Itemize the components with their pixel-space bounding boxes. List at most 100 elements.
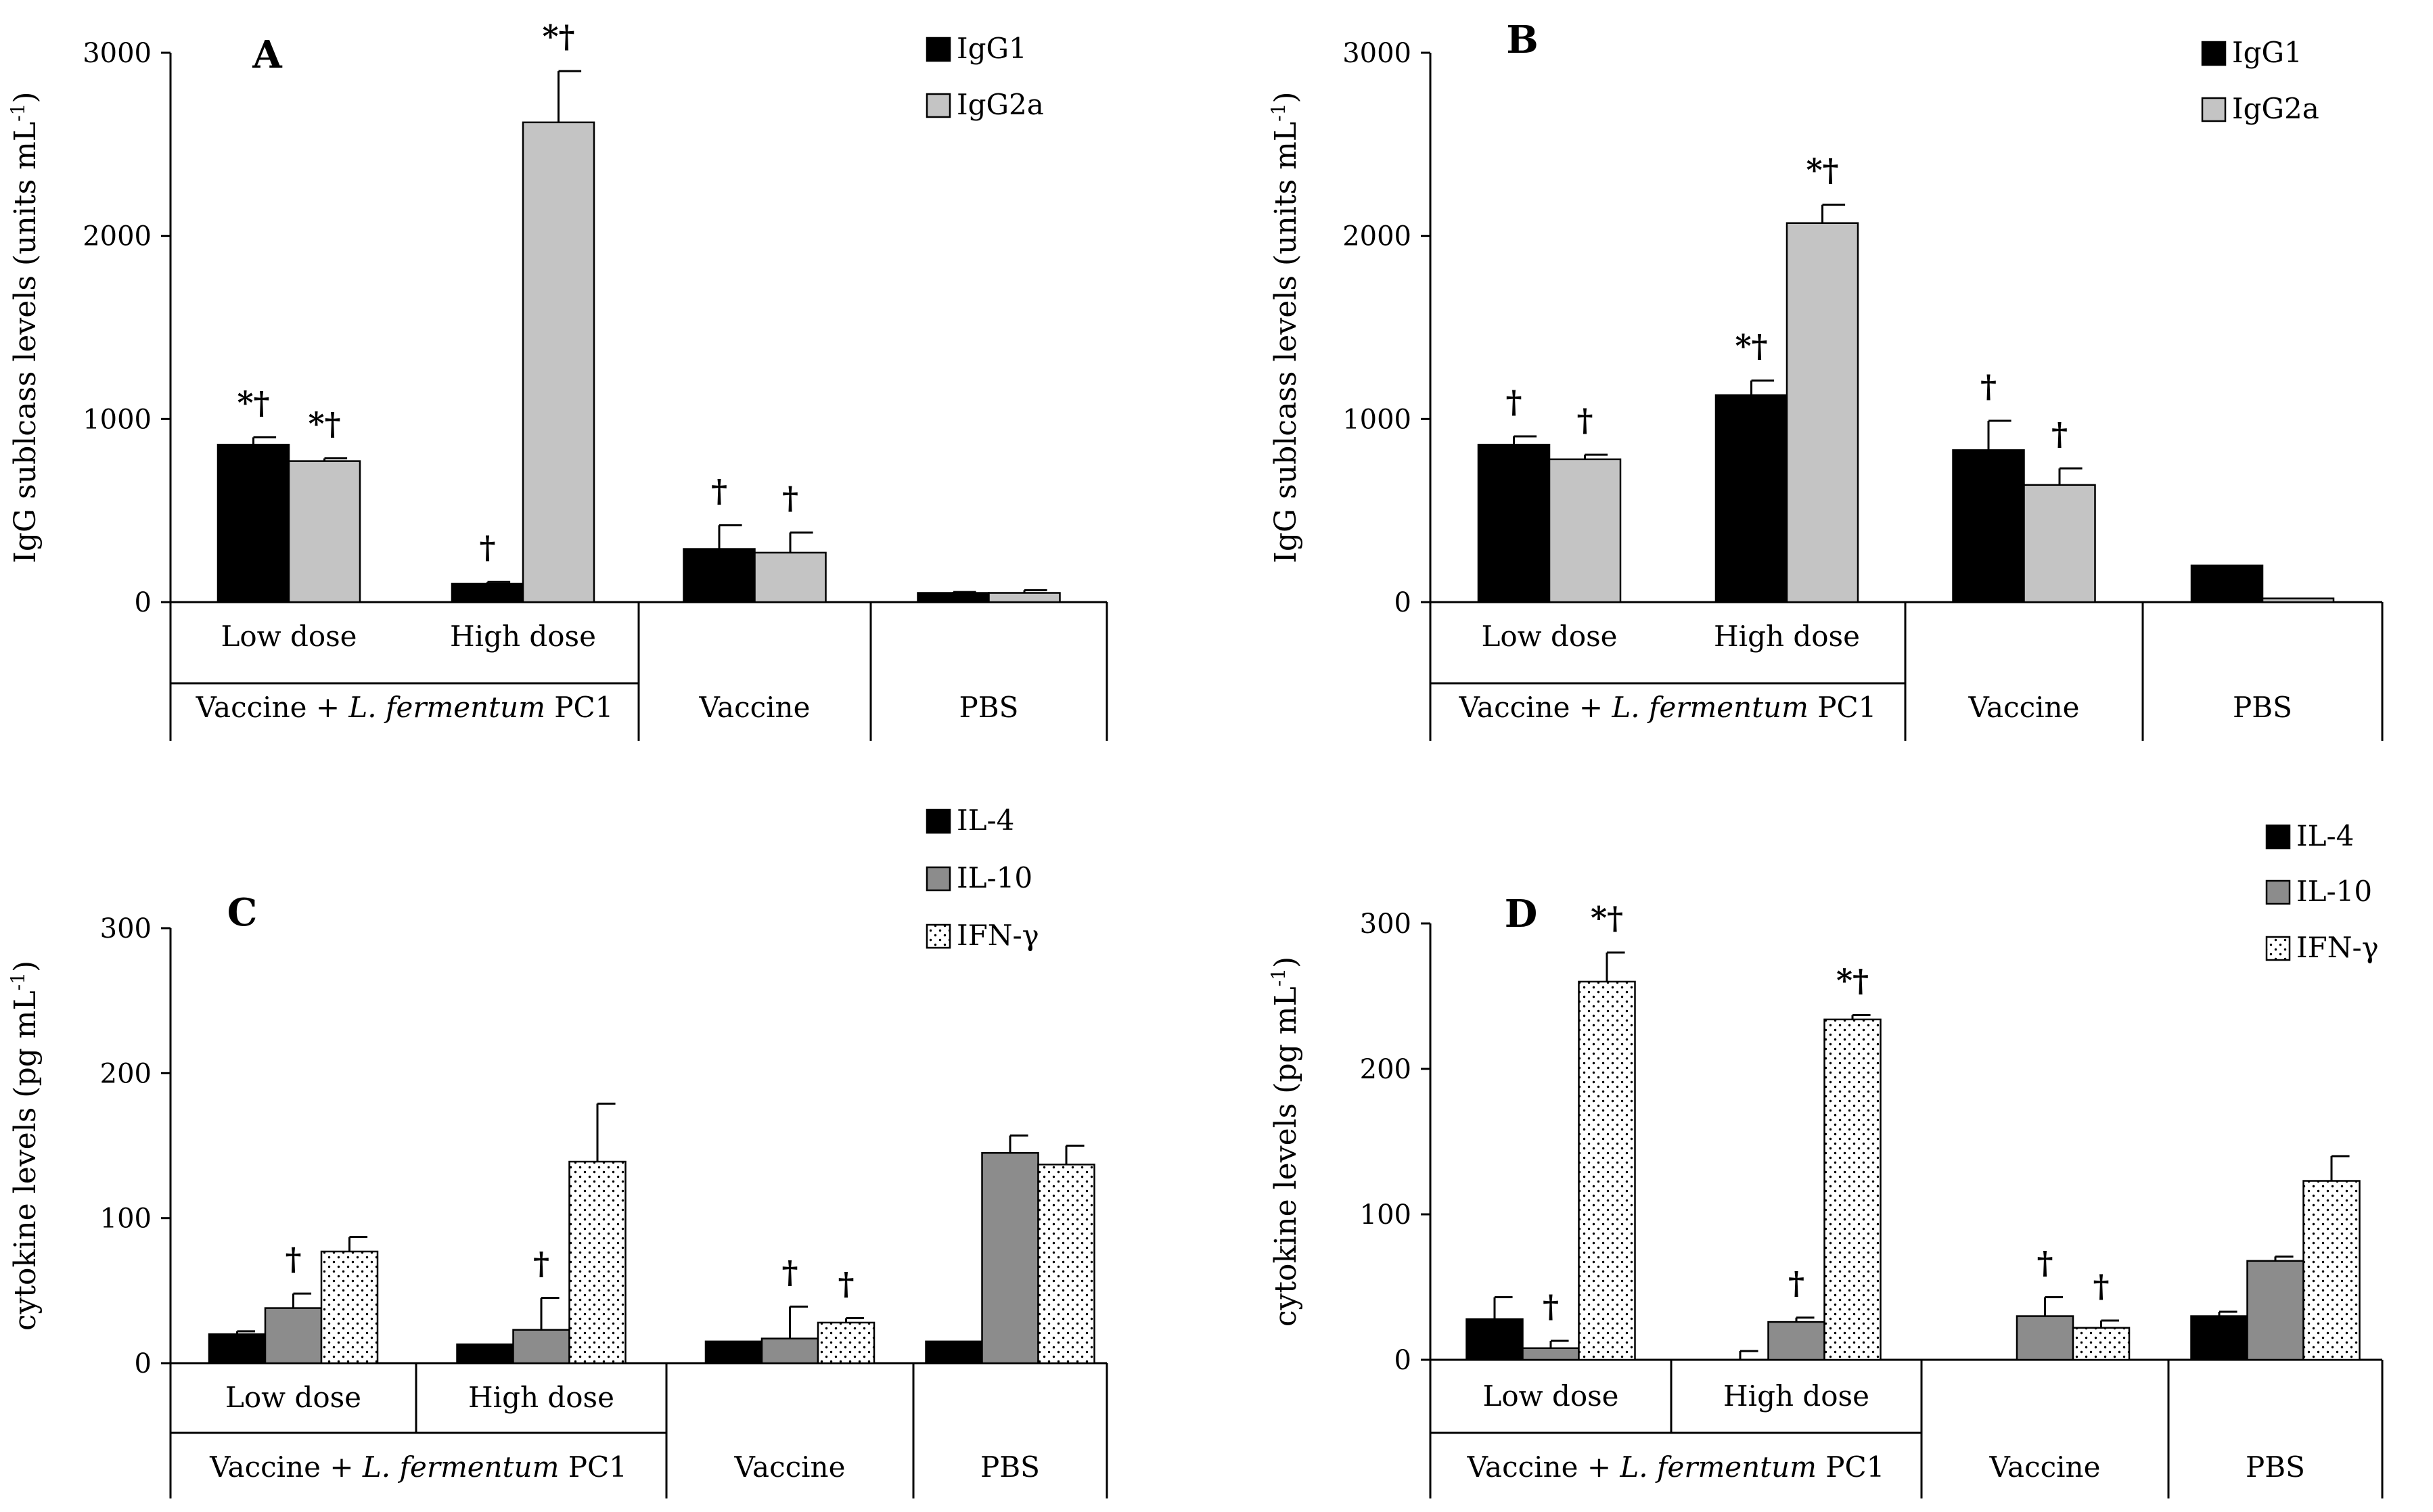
bar: [760, 1337, 819, 1365]
y-tick-label: 3000: [83, 38, 152, 69]
bar: [817, 1321, 876, 1365]
significance-annotation: †: [1576, 402, 1593, 438]
category-label: Low dose: [225, 1381, 361, 1414]
y-tick-label: 2000: [83, 221, 152, 252]
panel-letter: C: [227, 890, 258, 935]
group-label: Vaccine: [699, 691, 811, 724]
bar: [2016, 1315, 2074, 1361]
legend-swatch: [926, 923, 951, 949]
bar: [320, 1250, 379, 1365]
y-tick-label: 1000: [1342, 404, 1411, 435]
group-label: Vaccine: [734, 1450, 846, 1484]
y-tick-label: 200: [100, 1058, 152, 1089]
bar: [456, 1343, 514, 1365]
significance-annotation: *†: [542, 18, 574, 55]
bar: [981, 1151, 1039, 1365]
bar: [1786, 222, 1859, 603]
bar: [1548, 458, 1622, 603]
significance-annotation: †: [1543, 1288, 1559, 1325]
bar: [2302, 1180, 2361, 1361]
significance-annotation: †: [1788, 1265, 1804, 1302]
y-axis-label: IgG sublcass levels (units mL-1): [1267, 91, 1303, 563]
legend-swatch: [926, 866, 951, 892]
significance-annotation: †: [781, 1254, 798, 1290]
significance-annotation: †: [285, 1241, 301, 1277]
category-label: Low dose: [221, 620, 357, 653]
y-tick-label: 3000: [1342, 38, 1411, 69]
bar: [568, 1160, 627, 1365]
bar: [1037, 1164, 1095, 1365]
bar: [512, 1329, 570, 1365]
bar: [451, 582, 524, 603]
legend-swatch: [926, 808, 951, 834]
group-label: Vaccine + L. fermentum PC1: [1459, 691, 1877, 724]
bar: [1578, 980, 1636, 1361]
legend-swatch: [2201, 97, 2227, 122]
panel-c: 0 100 200 300 Low dose High dose Vaccine + L. …: [7, 804, 1108, 1498]
legend-swatch: [926, 37, 951, 62]
category-label: Low dose: [1481, 620, 1617, 653]
category-label: High dose: [468, 1381, 614, 1414]
group-label: PBS: [2246, 1450, 2305, 1484]
significance-annotation: *†: [308, 406, 340, 442]
legend-label: IL-4: [957, 804, 1014, 837]
bar: [2190, 1315, 2248, 1361]
bar: [917, 592, 990, 603]
legend-swatch: [926, 93, 951, 118]
group-label: PBS: [2233, 691, 2292, 724]
group-label: PBS: [980, 1450, 1040, 1484]
group-label: Vaccine: [1968, 691, 2080, 724]
bar: [2190, 564, 2264, 603]
y-tick-label: 300: [100, 913, 152, 944]
significance-annotation: *†: [237, 384, 269, 421]
group-label: Vaccine + L. fermentum PC1: [1467, 1450, 1885, 1484]
y-tick-label: 0: [135, 587, 152, 618]
legend-swatch: [2201, 41, 2227, 66]
panel-letter: B: [1506, 18, 1538, 62]
y-tick-label: 0: [1394, 1345, 1411, 1376]
legend-label: IgG1: [957, 32, 1027, 65]
legend-label: IgG1: [2232, 36, 2302, 69]
y-tick-label: 100: [1360, 1199, 1411, 1231]
bar: [704, 1340, 763, 1365]
legend-label: IL-10: [2296, 875, 2372, 908]
significance-annotation: †: [1980, 368, 1997, 405]
bar: [1767, 1321, 1825, 1361]
bar: [1522, 1347, 1580, 1361]
panel-letter: A: [252, 32, 283, 77]
bar: [1477, 443, 1551, 603]
group-label: Vaccine + L. fermentum PC1: [209, 1450, 627, 1484]
y-axis-label: IgG sublcass levels (units mL-1): [7, 91, 43, 563]
bar: [1952, 449, 2025, 603]
y-tick-label: 0: [135, 1348, 152, 1379]
y-axis-label: cytokine levels (pg mL-1): [1267, 957, 1303, 1327]
y-tick-label: 200: [1360, 1054, 1411, 1085]
legend-label: IgG2a: [2232, 92, 2319, 125]
bar: [2072, 1327, 2131, 1361]
bar: [522, 121, 595, 603]
significance-annotation: †: [1505, 384, 1522, 420]
y-tick-label: 1000: [83, 404, 152, 435]
bar: [1465, 1318, 1524, 1361]
significance-annotation: †: [2037, 1245, 2053, 1281]
legend-swatch: [2265, 824, 2291, 850]
significance-annotation: *†: [1836, 962, 1869, 999]
significance-annotation: †: [711, 472, 727, 509]
category-label: High dose: [1723, 1379, 1869, 1413]
panel-a: 0 1000 2000 3000 Low dose High dose Vaccine + …: [7, 18, 1108, 741]
bar: [683, 548, 756, 603]
panel-letter: D: [1505, 892, 1538, 936]
significance-annotation: †: [533, 1245, 549, 1282]
bar: [2023, 484, 2096, 603]
bar: [925, 1340, 983, 1365]
bar: [2261, 597, 2335, 603]
bar: [1714, 394, 1788, 603]
significance-annotation: †: [2051, 415, 2068, 452]
significance-annotation: †: [838, 1266, 854, 1302]
bar: [288, 460, 361, 603]
group-label: Vaccine: [1989, 1450, 2101, 1484]
legend-label: IL-4: [2296, 819, 2354, 852]
y-tick-label: 0: [1394, 587, 1411, 618]
y-tick-label: 300: [1360, 909, 1411, 940]
